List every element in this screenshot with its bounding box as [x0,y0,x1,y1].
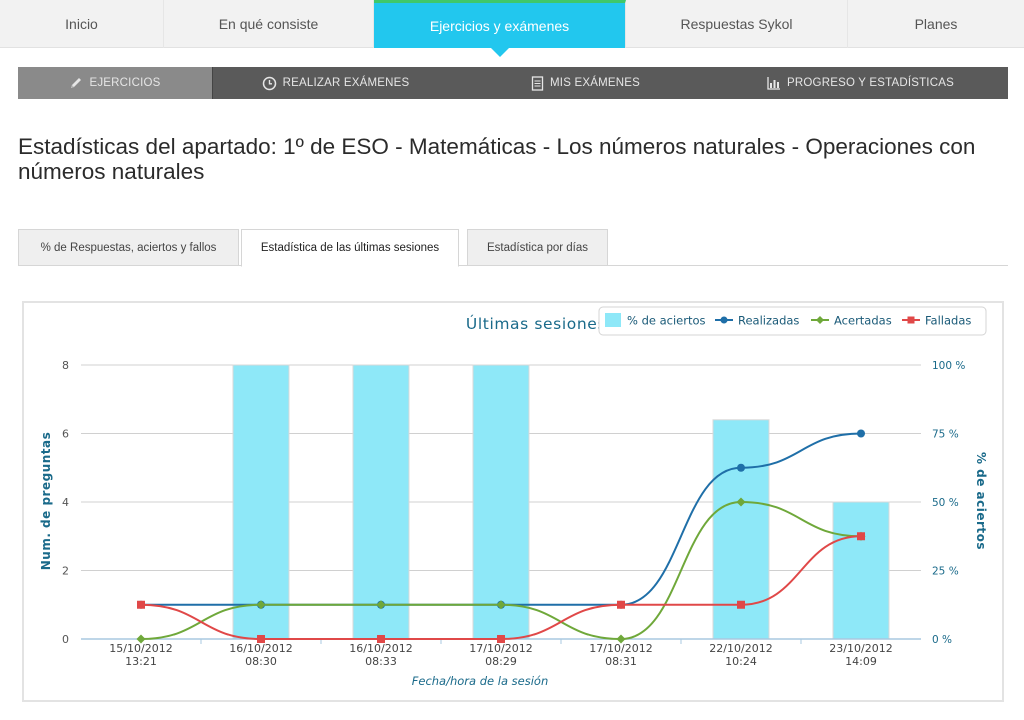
x-tick-date: 23/10/2012 [829,642,892,655]
y-tick-label: 6 [62,428,69,441]
x-tick-date: 16/10/2012 [229,642,292,655]
chart-legend: % de aciertos Realizadas Acertadas Falla… [598,306,987,336]
x-tick-time: 08:31 [605,655,637,668]
subnav-mis-examenes[interactable]: MIS EXÁMENES [458,67,713,99]
point-acertadas[interactable] [376,600,386,610]
nav-planes[interactable]: Planes [914,16,958,32]
point-acertadas[interactable] [616,634,626,644]
x-tick-time: 14:09 [845,655,877,668]
point-falladas[interactable] [377,635,385,643]
y-tick-label: 4 [62,496,69,509]
legend-item-aciertos[interactable]: % de aciertos [605,313,706,328]
subnav-label: EJERCICIOS [89,77,161,89]
y-tick-label: 2 [62,565,69,578]
legend-swatch [605,313,621,327]
nav-respuestas-sykol[interactable]: Respuestas Sykol [626,0,848,48]
legend-box [598,306,987,336]
x-tick-time: 13:21 [125,655,157,668]
y2-tick-label: 0 % [932,634,952,646]
point-falladas[interactable] [137,600,145,609]
point-falladas[interactable] [737,600,745,609]
clock-icon [262,76,277,91]
sessions-chart: Últimas sesiones % de aciertos Realizada… [39,306,988,688]
y2-tick-label: 100 % [932,360,965,372]
chart-title: Últimas sesiones [466,314,606,333]
nav-ejercicios-examenes[interactable]: Ejercicios y exámenes [374,0,626,57]
x-tick-time: 08:30 [245,655,277,668]
x-tick-date: 22/10/2012 [709,642,772,655]
legend-label: Falladas [925,314,971,328]
chart-panel: Últimas sesiones % de aciertos Realizada… [22,301,1004,702]
tab-ultimas-sesiones[interactable]: Estadística de las últimas sesiones [241,229,459,267]
subnav-realizar-examenes[interactable]: REALIZAR EXÁMENES [213,67,458,99]
top-navigation: Inicio En qué consiste Ejercicios y exám… [0,0,1024,57]
legend-item-realizadas[interactable]: Realizadas [715,314,799,328]
y-tick-label: 0 [62,633,69,646]
point-falladas[interactable] [497,635,505,643]
nav-en-que-consiste[interactable]: En qué consiste [164,0,374,48]
bar-aciertos[interactable] [232,364,290,640]
pencil-icon [69,76,83,90]
x-axis-title: Fecha/hora de la sesión [412,674,548,688]
x-tick-time: 10:24 [725,655,757,668]
x-tick-date: 15/10/2012 [109,642,172,655]
y2-axis-title: % de aciertos [974,452,988,550]
point-acertadas[interactable] [136,634,146,644]
x-tick-time: 08:29 [485,655,517,668]
legend-marker [816,316,824,324]
legend-label: Realizadas [738,314,799,328]
point-realizadas[interactable] [857,429,865,438]
legend-marker [720,316,728,324]
subnav-label: MIS EXÁMENES [550,77,640,89]
y2-tick-label: 50 % [932,497,959,509]
legend-item-falladas[interactable]: Falladas [902,314,971,328]
legend-item-acertadas[interactable]: Acertadas [811,314,892,328]
point-falladas[interactable] [617,600,625,609]
point-acertadas[interactable] [736,497,746,507]
subnav-ejercicios[interactable]: EJERCICIOS [18,67,213,99]
point-falladas[interactable] [857,532,865,541]
subnav-progreso-estadisticas[interactable]: PROGRESO Y ESTADÍSTICAS [713,67,1008,99]
point-acertadas[interactable] [256,600,266,610]
bar-aciertos[interactable] [832,501,890,640]
y2-tick-label: 75 % [932,429,959,441]
point-realizadas[interactable] [737,463,745,472]
subnav-label: PROGRESO Y ESTADÍSTICAS [787,77,954,89]
page-title: Estadísticas del apartado: 1º de ESO - M… [18,134,976,184]
point-acertadas[interactable] [496,600,506,610]
point-falladas[interactable] [257,635,265,643]
y-tick-label: 8 [62,359,69,372]
tab-estadistica-por-dias[interactable]: Estadística por días [467,229,608,266]
sub-navigation: EJERCICIOS REALIZAR EXÁMENES MIS EXÁMENE… [18,67,1008,99]
bar-aciertos[interactable] [352,364,410,640]
plot-area: 0 2 4 6 8 0 % 25 % 50 % 75 % 100 % 15/10/201213:21… [62,359,965,668]
x-tick-date: 17/10/2012 [589,642,652,655]
legend-label: Acertadas [834,314,892,328]
x-tick-date: 17/10/2012 [469,642,532,655]
document-icon [531,75,544,91]
stats-tabs: % de Respuestas, aciertos y fallos Estad… [18,229,1008,267]
legend-marker [907,316,915,324]
subnav-label: REALIZAR EXÁMENES [282,77,410,89]
y-axis-title: Num. de preguntas [39,432,53,571]
nav-inicio[interactable]: Inicio [0,0,164,48]
x-tick-date: 16/10/2012 [349,642,412,655]
y2-tick-label: 25 % [932,566,959,578]
bar-aciertos[interactable] [472,364,530,640]
bar-chart-icon [767,76,781,90]
tab-respuestas-aciertos-fallos[interactable]: % de Respuestas, aciertos y fallos [18,229,239,266]
legend-label: % de aciertos [627,314,706,328]
x-tick-time: 08:33 [365,655,397,668]
